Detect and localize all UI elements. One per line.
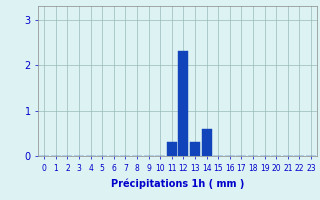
Bar <box>167 142 177 156</box>
Bar <box>202 129 212 156</box>
X-axis label: Précipitations 1h ( mm ): Précipitations 1h ( mm ) <box>111 178 244 189</box>
Bar <box>190 142 200 156</box>
Bar <box>179 51 188 156</box>
